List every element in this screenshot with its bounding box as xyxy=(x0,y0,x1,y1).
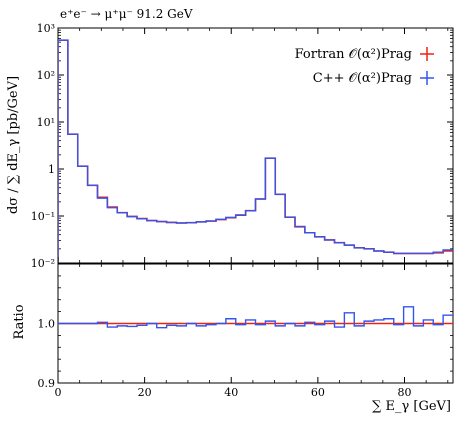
legend: Fortran 𝒪(α²)Prag C++ 𝒪(α²)Prag xyxy=(295,47,434,86)
main-y-ticks: 10⁻² 10⁻¹ 1 10¹ 10² 10³ xyxy=(31,22,453,270)
series-line-cpp xyxy=(58,39,453,263)
x-tick-label: 80 xyxy=(397,386,411,399)
x-axis-ticks: 0 20 40 60 80 xyxy=(55,28,449,399)
ratio-series-group xyxy=(58,306,453,329)
legend-marker-cpp xyxy=(420,71,434,85)
x-tick-label: 20 xyxy=(138,386,152,399)
ratio-y-ticks: 0.9 1.0 xyxy=(38,275,453,390)
main-y-tick-label: 10⁻¹ xyxy=(31,210,55,223)
legend-marker-fortran xyxy=(420,47,434,61)
main-y-tick-label: 1 xyxy=(48,163,55,176)
main-y-tick-label: 10² xyxy=(37,69,55,82)
x-tick-label: 40 xyxy=(224,386,238,399)
main-y-tick-label: 10⁻² xyxy=(31,257,55,270)
legend-label-cpp: C++ 𝒪(α²)Prag xyxy=(313,71,412,86)
x-tick-label: 60 xyxy=(311,386,325,399)
x-tick-label: 0 xyxy=(55,386,62,399)
x-axis-label: ∑ E_γ [GeV] xyxy=(372,399,451,414)
main-series-group xyxy=(58,39,453,263)
main-y-axis-label: dσ / ∑ dE_γ [pb/GeV] xyxy=(6,76,21,214)
ratio-y-tick-label: 1.0 xyxy=(38,318,56,331)
main-y-tick-label: 10¹ xyxy=(37,116,55,129)
ratio-line-cpp xyxy=(58,306,453,329)
chart-title: e⁺e⁻ → μ⁺μ⁻ 91.2 GeV xyxy=(60,7,193,21)
main-plot-frame xyxy=(57,27,454,264)
ratio-y-axis-label: Ratio xyxy=(12,304,27,339)
main-y-tick-label: 10³ xyxy=(37,22,55,35)
ratio-y-tick-label: 0.9 xyxy=(38,377,56,390)
legend-label-fortran: Fortran 𝒪(α²)Prag xyxy=(295,47,412,62)
